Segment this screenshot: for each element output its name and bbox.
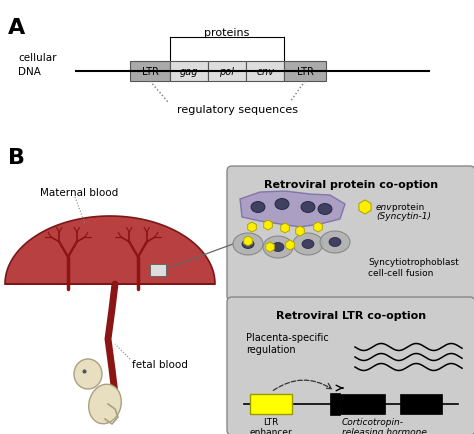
Ellipse shape bbox=[233, 233, 263, 256]
Ellipse shape bbox=[293, 233, 323, 256]
Text: cellular
DNA: cellular DNA bbox=[18, 53, 56, 76]
Text: LTR
enhancer: LTR enhancer bbox=[250, 417, 292, 434]
Bar bbox=[246, 62, 284, 82]
Ellipse shape bbox=[272, 243, 284, 252]
Bar bbox=[150, 264, 166, 276]
Ellipse shape bbox=[302, 240, 314, 249]
Ellipse shape bbox=[251, 202, 265, 213]
Ellipse shape bbox=[263, 237, 293, 258]
Text: LTR: LTR bbox=[142, 67, 158, 77]
Bar bbox=[400, 394, 442, 414]
Bar bbox=[130, 62, 170, 82]
Text: A: A bbox=[8, 18, 25, 38]
Bar bbox=[250, 394, 292, 414]
Bar bbox=[208, 62, 246, 82]
Text: B: B bbox=[8, 148, 25, 168]
Ellipse shape bbox=[275, 199, 289, 210]
Text: Maternal blood: Maternal blood bbox=[40, 187, 118, 197]
Text: gag: gag bbox=[180, 67, 198, 77]
Text: Retroviral LTR co-option: Retroviral LTR co-option bbox=[276, 310, 426, 320]
Ellipse shape bbox=[89, 385, 121, 424]
Text: proteins: proteins bbox=[204, 28, 250, 38]
Bar bbox=[340, 394, 385, 414]
Text: pol: pol bbox=[219, 67, 235, 77]
Text: env: env bbox=[256, 67, 274, 77]
Bar bbox=[170, 62, 208, 82]
Bar bbox=[330, 393, 340, 415]
Text: Placenta-specific
regulation: Placenta-specific regulation bbox=[246, 332, 329, 355]
Text: Corticotropin-
releasing hormone: Corticotropin- releasing hormone bbox=[342, 417, 427, 434]
Ellipse shape bbox=[318, 204, 332, 215]
Polygon shape bbox=[240, 191, 345, 227]
Text: regulatory sequences: regulatory sequences bbox=[177, 105, 298, 115]
Text: protein: protein bbox=[389, 203, 424, 211]
FancyBboxPatch shape bbox=[227, 167, 474, 301]
Bar bbox=[284, 62, 326, 82]
Text: Retroviral protein co-option: Retroviral protein co-option bbox=[264, 180, 438, 190]
Text: fetal blood: fetal blood bbox=[132, 359, 188, 369]
Text: env: env bbox=[376, 203, 392, 211]
Polygon shape bbox=[5, 217, 215, 284]
Text: LTR: LTR bbox=[297, 67, 313, 77]
Ellipse shape bbox=[74, 359, 102, 389]
Ellipse shape bbox=[320, 231, 350, 253]
Ellipse shape bbox=[329, 238, 341, 247]
Ellipse shape bbox=[242, 240, 254, 249]
FancyBboxPatch shape bbox=[227, 297, 474, 434]
Text: (Syncytin-1): (Syncytin-1) bbox=[376, 211, 431, 220]
Text: Syncytiotrophoblast
cell-cell fusion: Syncytiotrophoblast cell-cell fusion bbox=[368, 257, 459, 277]
Ellipse shape bbox=[301, 202, 315, 213]
